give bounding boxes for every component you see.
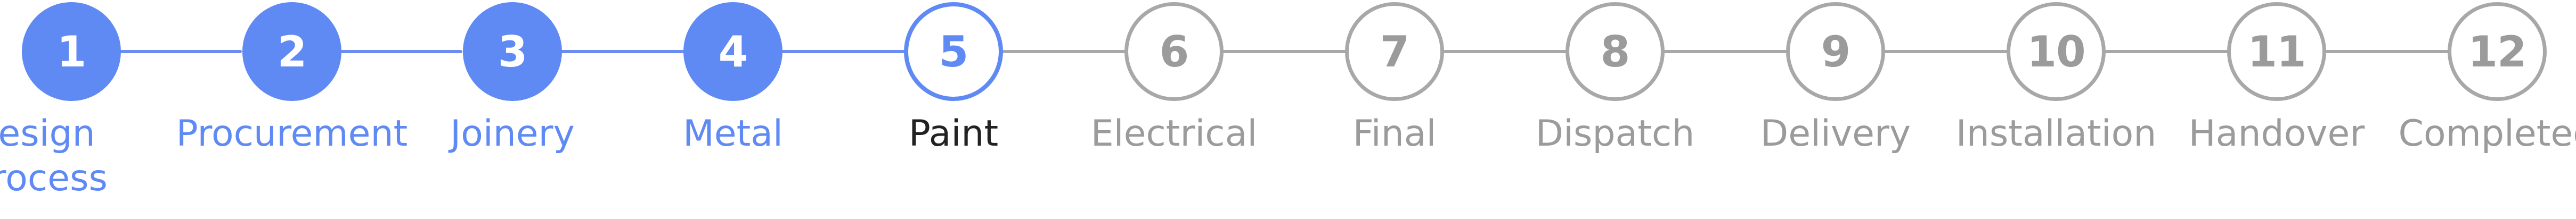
step-number: 5 <box>904 2 1003 101</box>
step-procurement[interactable]: 2 Procurement <box>176 0 407 219</box>
step-label: Procurement <box>176 113 408 155</box>
step-label: Dispatch <box>1535 113 1695 155</box>
step-design-process[interactable]: 1 Design Process <box>0 0 183 219</box>
step-metal[interactable]: 4 Metal <box>621 0 845 219</box>
step-label: Handover <box>2188 113 2365 155</box>
step-number: 4 <box>683 2 782 101</box>
step-number: 12 <box>2448 2 2547 101</box>
connector-line <box>953 50 1128 53</box>
connector-line <box>292 50 462 53</box>
step-handover[interactable]: 11 Handover <box>2165 0 2388 219</box>
connector-line <box>512 50 687 53</box>
step-paint[interactable]: 5 Paint <box>842 0 1065 219</box>
step-number: 3 <box>463 2 562 101</box>
connector-line <box>2277 50 2451 53</box>
step-label: Final <box>1352 113 1437 155</box>
step-label: Paint <box>908 113 999 155</box>
connector-line <box>1174 50 1349 53</box>
step-joinery[interactable]: 3 Joinery <box>401 0 624 219</box>
step-final[interactable]: 7 Final <box>1283 0 1506 219</box>
step-installation[interactable]: 10 Installation <box>1944 0 2168 219</box>
step-dispatch[interactable]: 8 Dispatch <box>1503 0 1727 219</box>
step-number: 9 <box>1786 2 1885 101</box>
connector-line <box>733 50 908 53</box>
step-label: Design Process <box>0 113 108 199</box>
step-electrical[interactable]: 6 Electrical <box>1062 0 1286 219</box>
step-label: Joinery <box>450 113 575 155</box>
step-number: 2 <box>242 2 341 101</box>
connector-line <box>2056 50 2231 53</box>
step-label: Installation <box>1955 113 2157 155</box>
connector-line <box>1836 50 2010 53</box>
step-number: 8 <box>1566 2 1665 101</box>
step-delivery[interactable]: 9 Delivery <box>1724 0 1947 219</box>
step-number: 11 <box>2227 2 2326 101</box>
step-number: 6 <box>1124 2 1224 101</box>
step-label: Metal <box>683 113 783 155</box>
step-number: 10 <box>2007 2 2106 101</box>
connector-line <box>71 50 242 53</box>
connector-line <box>1615 50 1790 53</box>
step-completed[interactable]: 12 Completed <box>2385 0 2576 219</box>
step-label: Completed <box>2398 113 2576 155</box>
step-label: Electrical <box>1090 113 1258 155</box>
step-number: 1 <box>22 2 121 101</box>
step-label: Delivery <box>1760 113 1911 155</box>
step-number: 7 <box>1345 2 1444 101</box>
connector-line <box>1395 50 1569 53</box>
